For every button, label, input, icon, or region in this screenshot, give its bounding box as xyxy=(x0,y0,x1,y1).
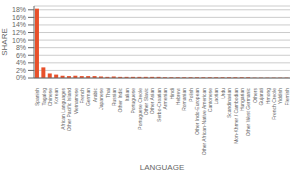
svg-text:Mon-Khmer / Cambodian: Mon-Khmer / Cambodian xyxy=(233,88,239,144)
svg-text:Other Pacific Island: Other Pacific Island xyxy=(66,88,72,132)
svg-text:Gujarati: Gujarati xyxy=(258,88,264,106)
svg-text:Urdu: Urdu xyxy=(220,88,226,99)
svg-text:German: German xyxy=(85,88,91,106)
svg-text:Other Asian: Other Asian xyxy=(149,88,155,114)
svg-text:Flemish: Flemish xyxy=(284,88,288,106)
svg-text:18%: 18% xyxy=(12,6,26,13)
svg-text:Spanish: Spanish xyxy=(34,88,40,106)
svg-text:Korean: Korean xyxy=(53,88,59,104)
svg-text:Hebrew: Hebrew xyxy=(175,88,181,106)
svg-text:Laotian: Laotian xyxy=(213,88,219,105)
svg-text:African Languages: African Languages xyxy=(60,88,66,130)
svg-text:Other West Germanic: Other West Germanic xyxy=(245,88,251,137)
svg-text:Romanian: Romanian xyxy=(181,88,187,111)
svg-text:Hmong: Hmong xyxy=(265,88,271,104)
svg-text:Arabic: Arabic xyxy=(92,88,98,103)
svg-text:Others: Others xyxy=(252,88,258,104)
svg-text:Russian: Russian xyxy=(111,88,117,106)
svg-text:Portuguese: Portuguese xyxy=(130,88,136,114)
svg-text:Yiddish: Yiddish xyxy=(277,88,283,104)
svg-text:Armenian: Armenian xyxy=(162,88,168,110)
svg-text:2%: 2% xyxy=(16,67,26,74)
svg-text:10%: 10% xyxy=(12,37,26,44)
svg-text:Other Indo-European: Other Indo-European xyxy=(194,88,200,135)
svg-text:Japanese: Japanese xyxy=(98,88,104,110)
svg-text:Serbo-Croatian: Serbo-Croatian xyxy=(156,88,162,122)
svg-text:Chinese: Chinese xyxy=(47,88,53,107)
svg-text:12%: 12% xyxy=(12,29,26,36)
svg-text:Tagalog: Tagalog xyxy=(41,88,47,106)
svg-text:Portuguese Creole: Portuguese Creole xyxy=(137,88,143,130)
svg-text:SHARE: SHARE xyxy=(8,28,9,56)
svg-text:Italian: Italian xyxy=(124,88,130,102)
svg-text:French: French xyxy=(79,88,85,104)
svg-text:Hindi: Hindi xyxy=(169,88,175,99)
svg-text:Other Slavic: Other Slavic xyxy=(143,88,149,116)
svg-text:LANGUAGE: LANGUAGE xyxy=(140,163,184,170)
svg-text:Other Indic: Other Indic xyxy=(117,88,123,113)
svg-text:16%: 16% xyxy=(12,14,26,21)
svg-text:Vietnamese: Vietnamese xyxy=(73,88,79,115)
svg-text:Scandinavian: Scandinavian xyxy=(226,88,232,118)
svg-text:Hungarian: Hungarian xyxy=(239,88,245,111)
svg-text:Cantonese: Cantonese xyxy=(207,88,213,112)
svg-text:Other African-Native American: Other African-Native American xyxy=(201,88,207,155)
svg-text:6%: 6% xyxy=(16,52,26,59)
svg-text:4%: 4% xyxy=(16,59,26,66)
svg-text:Thai: Thai xyxy=(105,88,111,98)
svg-text:French Creole: French Creole xyxy=(271,88,277,120)
svg-text:0%: 0% xyxy=(16,74,26,81)
svg-text:8%: 8% xyxy=(16,44,26,51)
svg-text:14%: 14% xyxy=(12,21,26,28)
svg-text:Polish: Polish xyxy=(188,88,194,102)
